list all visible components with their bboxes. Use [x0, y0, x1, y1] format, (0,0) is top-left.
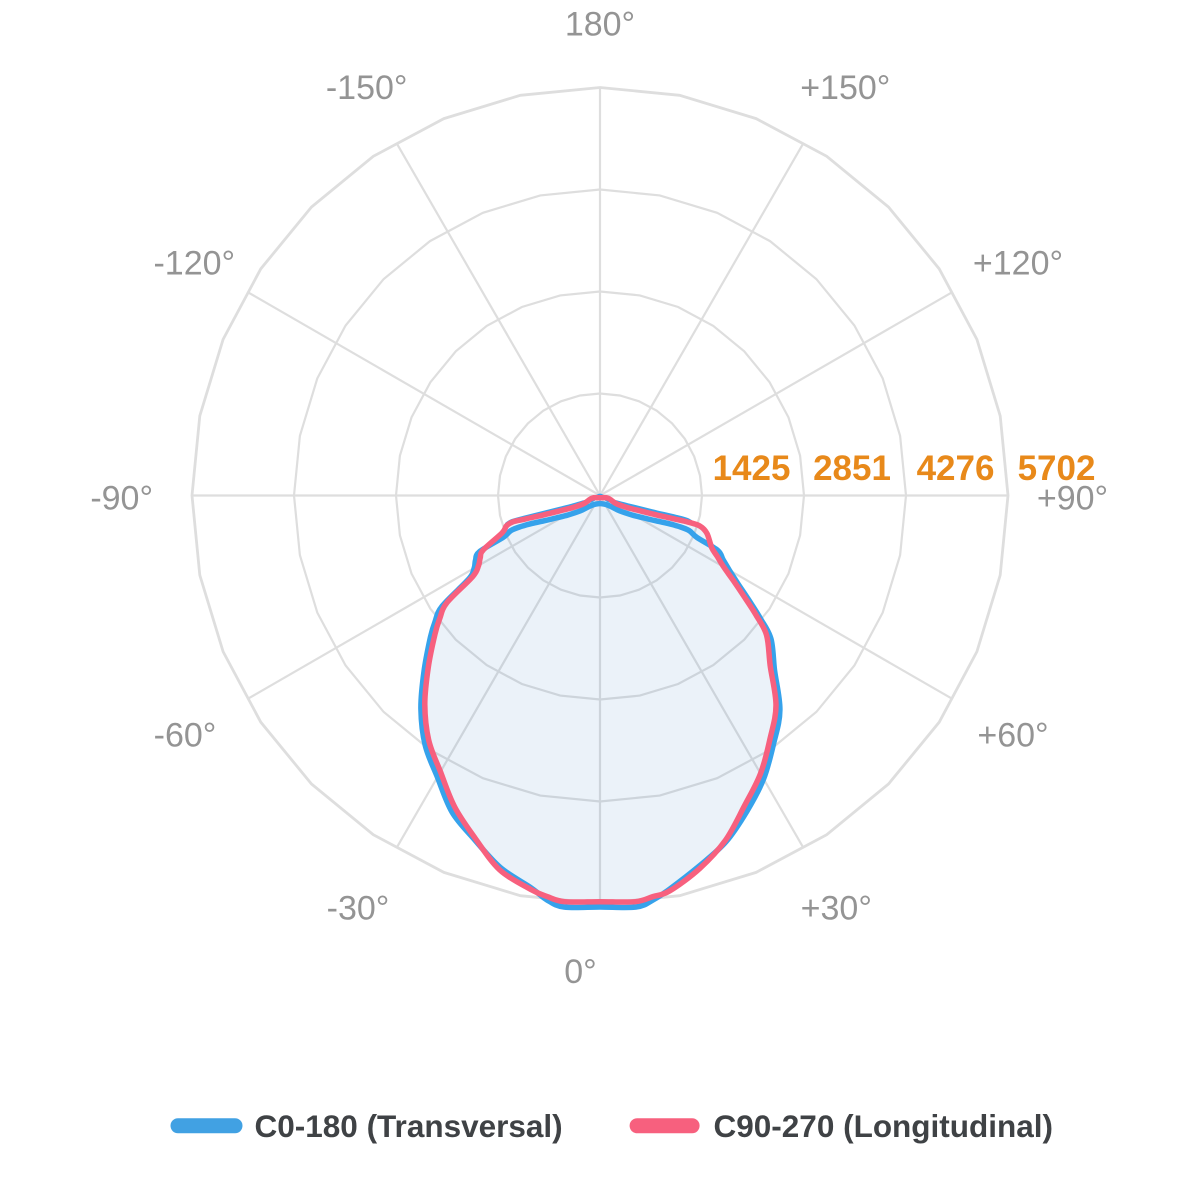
svg-text:-30°: -30°	[327, 889, 390, 927]
svg-text:1425: 1425	[713, 449, 791, 488]
svg-text:-90°: -90°	[90, 480, 153, 518]
svg-text:2851: 2851	[813, 449, 891, 488]
svg-text:-60°: -60°	[154, 716, 217, 754]
svg-text:5702: 5702	[1018, 449, 1096, 488]
svg-text:C0-180 (Transversal): C0-180 (Transversal)	[255, 1108, 563, 1144]
svg-text:C90-270 (Longitudinal): C90-270 (Longitudinal)	[714, 1108, 1054, 1144]
svg-text:-120°: -120°	[153, 244, 235, 282]
svg-text:+60°: +60°	[977, 716, 1048, 754]
svg-text:180°: 180°	[565, 5, 635, 43]
svg-text:+150°: +150°	[800, 69, 890, 107]
svg-text:-150°: -150°	[326, 69, 408, 107]
svg-text:0°: 0°	[564, 953, 597, 991]
svg-text:+30°: +30°	[801, 889, 872, 927]
svg-text:4276: 4276	[917, 449, 995, 488]
svg-text:+90°: +90°	[1037, 480, 1108, 518]
svg-text:+120°: +120°	[973, 244, 1063, 282]
